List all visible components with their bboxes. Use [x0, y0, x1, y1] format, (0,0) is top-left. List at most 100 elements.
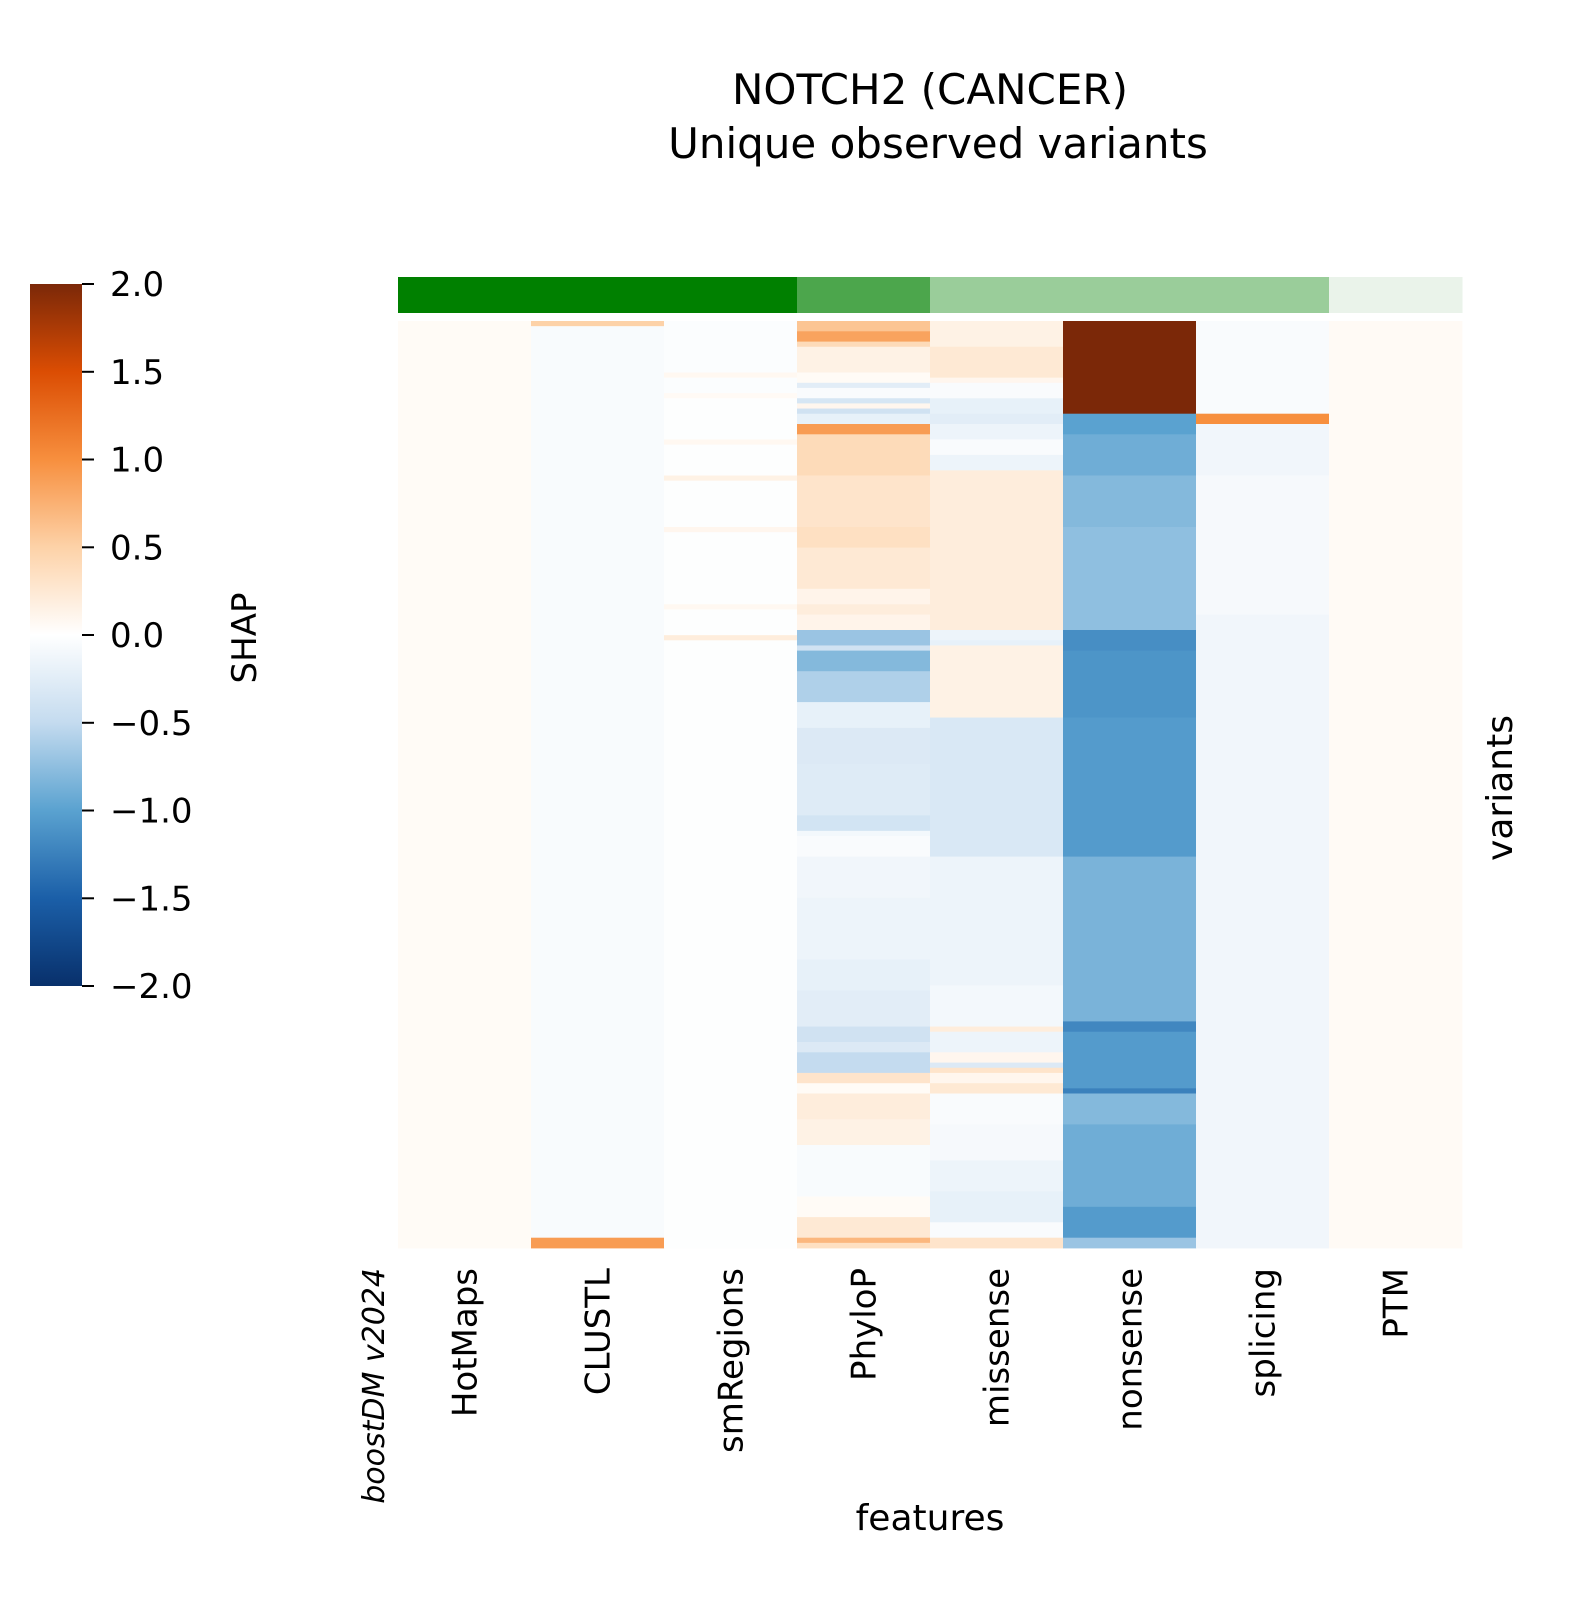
feature-group-swatch: [930, 277, 1064, 313]
heatmap-cell-phylop: [797, 763, 931, 816]
colorbar-tick-label: −2.0: [110, 967, 193, 1007]
heatmap-cell-smregions: [664, 439, 798, 445]
heatmap-cell-smregions: [664, 635, 798, 641]
heatmap-cell-phylop: [797, 398, 931, 404]
colorbar-tick-label: 0.5: [110, 528, 164, 568]
heatmap-grid: [398, 321, 1463, 1249]
heatmap-cell-missense: [930, 1031, 1064, 1053]
colorbar-tick-label: 2.0: [110, 265, 164, 305]
colorbar-tick-label: 0.0: [110, 616, 164, 656]
heatmap-cell-phylop: [797, 727, 931, 765]
heatmap-cell-missense: [930, 377, 1064, 384]
heatmap-cell-smregions: [664, 372, 798, 379]
heatmap-cell-phylop: [797, 836, 931, 857]
heatmap-cell-phylop: [797, 588, 931, 605]
colorbar-label: SHAP: [225, 593, 265, 684]
heatmap-cell-phylop: [797, 1119, 931, 1146]
heatmap-cell-nonsense: [1063, 434, 1197, 476]
heatmap-cell-smregions: [664, 321, 798, 373]
heatmap-cell-phylop: [797, 830, 931, 837]
colorbar-gradient: [30, 284, 82, 986]
heatmap-cell-missense: [930, 717, 1064, 857]
x-tick-label: smRegions: [712, 1268, 752, 1453]
heatmap-cell-smregions: [664, 609, 798, 636]
heatmap-cell-phylop: [797, 331, 931, 342]
heatmap-cell-missense: [930, 856, 1064, 986]
heatmap-cell-missense: [930, 454, 1064, 471]
heatmap-cell-nonsense: [1063, 1021, 1197, 1033]
heatmap-cell-nonsense: [1063, 1088, 1197, 1094]
heatmap-cell-phylop: [797, 1052, 931, 1074]
heatmap-cell-nonsense: [1063, 1031, 1197, 1089]
heatmap-cell-phylop: [797, 547, 931, 590]
x-tick-label: nonsense: [1111, 1268, 1151, 1431]
heatmap-cell-nonsense: [1063, 321, 1197, 415]
heatmap-cell-missense: [930, 1062, 1064, 1069]
feature-group-swatch: [1329, 277, 1463, 313]
heatmap-cell-phylop: [797, 1072, 931, 1084]
heatmap-cell-phylop: [797, 382, 931, 389]
heatmap-cell-phylop: [797, 341, 931, 348]
feature-group-bar: [398, 277, 1463, 313]
heatmap-cell-smregions: [664, 377, 798, 394]
heatmap-cell-missense: [930, 1160, 1064, 1192]
heatmap-cell-missense: [930, 1124, 1064, 1161]
heatmap-cell-smregions: [664, 444, 798, 476]
heatmap-cell-missense: [930, 645, 1064, 718]
heatmap-cell-splicing: [1196, 614, 1330, 1249]
heatmap-cell-missense: [930, 985, 1064, 1027]
heatmap-cell-phylop: [797, 413, 931, 425]
heatmap-cell-phylop: [797, 815, 931, 832]
heatmap-cell-missense: [930, 640, 1064, 646]
heatmap-cell-smregions: [664, 393, 798, 399]
heatmap-cell-phylop: [797, 1196, 931, 1218]
heatmap-cell-splicing: [1196, 475, 1330, 615]
heatmap-cell-nonsense: [1063, 650, 1197, 718]
x-tick-label: missense: [978, 1268, 1018, 1427]
heatmap-cell-missense: [930, 470, 1064, 631]
heatmap-cell-phylop: [797, 321, 931, 332]
heatmap-cell-phylop: [797, 1083, 931, 1094]
heatmap-cell-phylop: [797, 1042, 931, 1053]
heatmap-cell-phylop: [797, 1026, 931, 1043]
heatmap-cell-missense: [930, 382, 1064, 399]
colorbar-tick-label: −1.5: [110, 879, 193, 919]
heatmap-cell-smregions: [664, 527, 798, 533]
heatmap-cell-phylop: [797, 424, 931, 435]
heatmap-cell-smregions: [664, 398, 798, 440]
heatmap-cell-nonsense: [1063, 1093, 1197, 1125]
heatmap-cell-missense: [930, 321, 1064, 348]
heatmap-cell-smregions: [664, 640, 798, 1249]
heatmap-cell-phylop: [797, 387, 931, 399]
heatmap-cell-phylop: [797, 372, 931, 384]
heatmap-cell-phylop: [797, 1242, 931, 1249]
heatmap-cell-phylop: [797, 475, 931, 528]
colorbar: 2.0 1.5 1.0 0.5 0.0 −0.5 −1.0 −1.5 −2.0 SHAP: [30, 265, 265, 1007]
heatmap-cell-phylop: [797, 604, 931, 615]
heatmap-cell-missense: [930, 1191, 1064, 1223]
chart-subtitle: Unique observed variants: [668, 119, 1208, 168]
heatmap-cell-smregions: [664, 475, 798, 482]
y-axis-label: variants: [1480, 715, 1521, 861]
feature-group-swatch: [1196, 277, 1330, 313]
colorbar-tick-label: −0.5: [110, 704, 193, 744]
heatmap-cell-nonsense: [1063, 1206, 1197, 1239]
chart-title: NOTCH2 (CANCER): [732, 65, 1128, 114]
heatmap-cell-splicing: [1196, 424, 1330, 476]
heatmap-cell-phylop: [797, 990, 931, 1027]
heatmap-cell-phylop: [797, 1217, 931, 1239]
heatmap-cell-phylop: [797, 959, 931, 991]
feature-group-swatch: [797, 277, 931, 313]
heatmap-cell-phylop: [797, 1145, 931, 1197]
heatmap-cell-clustl: [531, 1237, 665, 1249]
heatmap-cell-nonsense: [1063, 475, 1197, 528]
heatmap-cell-nonsense: [1063, 856, 1197, 1022]
heatmap-cell-missense: [930, 1052, 1064, 1063]
heatmap-cell-phylop: [797, 630, 931, 646]
x-axis-label: features: [856, 1498, 1005, 1539]
heatmap-cell-hotmaps: [398, 321, 532, 1249]
heatmap-cell-nonsense: [1063, 1124, 1197, 1208]
heatmap-cell-missense: [930, 439, 1064, 456]
heatmap-cell-nonsense: [1063, 413, 1197, 435]
heatmap-cell-missense: [930, 346, 1064, 379]
